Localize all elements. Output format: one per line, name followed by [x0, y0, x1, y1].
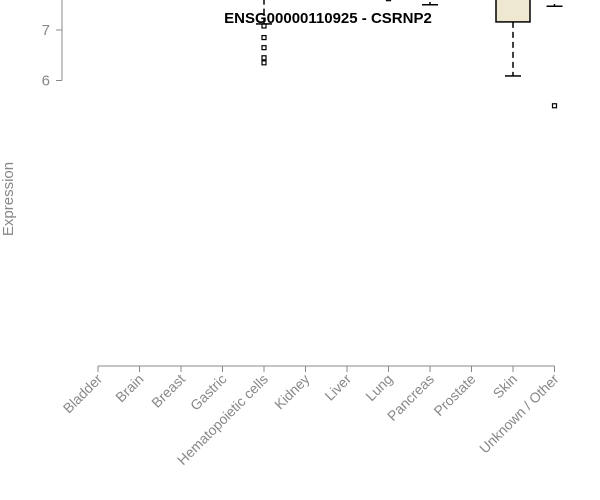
box-group [256, 0, 272, 66]
x-tick-label: Brain [112, 371, 146, 405]
x-tick-label: Breast [148, 371, 188, 411]
outlier-point [261, 45, 267, 51]
x-tick-label: Prostate [430, 371, 478, 419]
y-tick-label: 7 [42, 22, 50, 39]
outlier-point [261, 34, 267, 41]
box-group [385, 0, 392, 2]
outlier-point [551, 103, 558, 109]
box-group [422, 0, 438, 6]
y-axis-label: Expression [0, 162, 17, 236]
y-tick-label: 6 [42, 73, 50, 90]
x-tick-label: Bladder [60, 371, 106, 417]
box-group [495, 0, 531, 77]
y-axis: 67891011 [42, 0, 63, 90]
outlier-point [261, 23, 267, 29]
outlier-point [385, 0, 392, 2]
x-tick-label: Liver [321, 371, 354, 404]
outlier-point [261, 60, 267, 66]
x-tick-label: Unknown / Other [476, 371, 562, 457]
boxes-layer [256, 0, 563, 109]
x-tick-label: Skin [490, 371, 521, 402]
outlier-point [261, 55, 267, 61]
x-tick-label: Lung [362, 371, 395, 404]
box-group [546, 0, 563, 109]
x-tick-label: Kidney [271, 371, 313, 413]
box-iqr [495, 0, 531, 23]
chart-title: ENSG00000110925 - CSRNP2 [224, 10, 432, 27]
